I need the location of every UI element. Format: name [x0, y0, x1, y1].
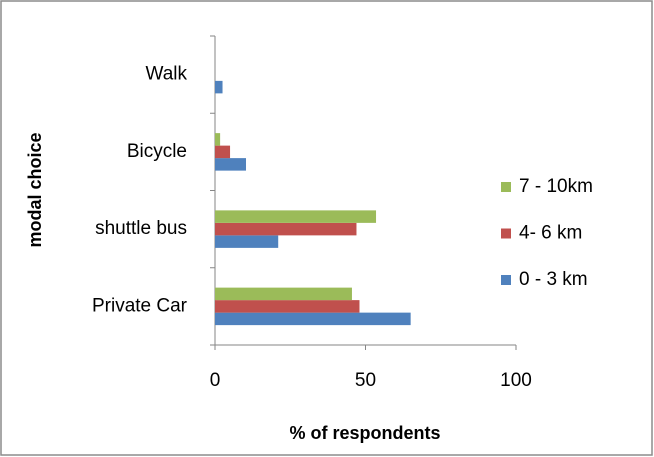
y-axis-label: modal choice — [25, 132, 45, 247]
legend-label: 0 - 3 km — [519, 269, 588, 290]
y-tick-label: Private Car — [92, 295, 188, 316]
bar — [215, 145, 231, 159]
bar — [215, 210, 377, 223]
x-tick-label: 0 — [210, 370, 221, 391]
y-tick-label: Bicycle — [127, 141, 187, 162]
legend-swatch — [501, 228, 511, 239]
bar — [215, 158, 247, 171]
bar — [215, 287, 352, 301]
bar — [215, 300, 360, 313]
x-tick-label: 50 — [355, 370, 376, 391]
y-tick-label: shuttle bus — [95, 218, 187, 239]
bar — [215, 312, 411, 326]
bar — [215, 80, 223, 94]
legend-label: 4- 6 km — [519, 223, 582, 244]
legend-label: 7 - 10km — [519, 176, 593, 197]
x-tick-label: 100 — [500, 370, 532, 391]
x-axis-label: % of respondents — [289, 423, 440, 443]
bar — [215, 133, 221, 146]
legend-swatch — [501, 182, 511, 192]
bar — [215, 235, 279, 248]
bar — [215, 222, 357, 236]
y-tick-label: Walk — [145, 64, 187, 85]
legend-swatch — [501, 275, 511, 285]
